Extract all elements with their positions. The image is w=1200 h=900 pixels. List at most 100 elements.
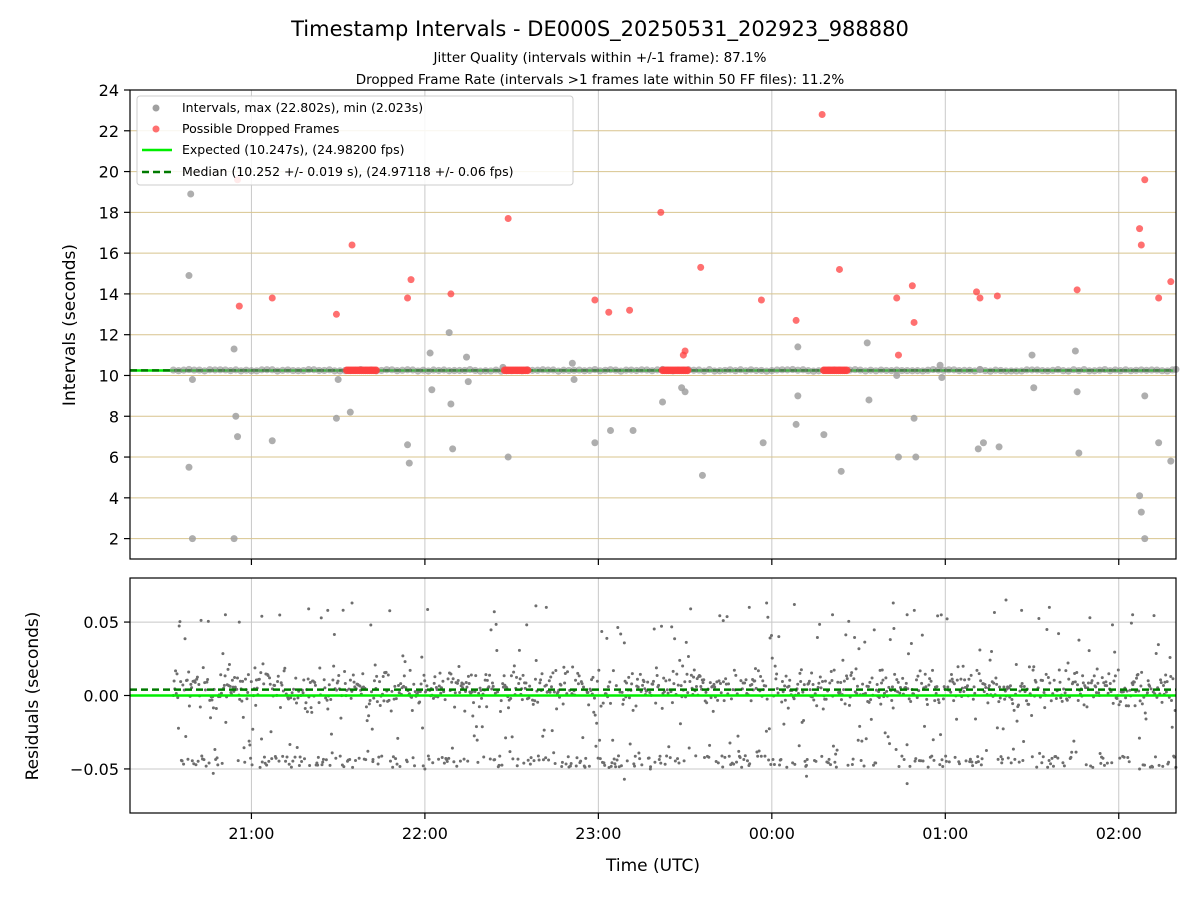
residual-point-448 bbox=[498, 754, 502, 758]
residual-point-515 bbox=[547, 758, 551, 762]
residual-point-135 bbox=[270, 757, 274, 761]
interval-baseline-point-31 bbox=[331, 367, 339, 375]
residual-point-889 bbox=[819, 686, 823, 690]
residual-point-518 bbox=[549, 675, 553, 679]
residual-point-1031 bbox=[923, 724, 927, 728]
residual-point-265 bbox=[364, 705, 368, 709]
residual-point-750 bbox=[718, 614, 722, 618]
residual-point-315 bbox=[401, 654, 405, 658]
residual-point-372 bbox=[442, 761, 446, 765]
interval-point-2 bbox=[185, 463, 193, 471]
residual-point-935 bbox=[853, 636, 857, 640]
residual-point-275 bbox=[372, 696, 376, 700]
residual-point-759 bbox=[724, 682, 728, 686]
residual-point-770 bbox=[732, 668, 736, 672]
residual-point-170 bbox=[295, 745, 299, 749]
residual-point-1399 bbox=[423, 767, 427, 771]
residual-point-1398 bbox=[371, 760, 375, 764]
residual-point-340 bbox=[419, 682, 423, 686]
residual-point-1000 bbox=[900, 754, 904, 758]
residual-point-487 bbox=[526, 758, 530, 762]
residual-point-236 bbox=[343, 681, 347, 685]
residual-point-1149 bbox=[1008, 684, 1012, 688]
residual-point-422 bbox=[479, 688, 483, 692]
interval-baseline-point-100 bbox=[690, 366, 698, 374]
residual-point-160 bbox=[288, 743, 292, 747]
residual-point-728 bbox=[702, 678, 706, 682]
top-ytick-label-3: 8 bbox=[109, 407, 119, 426]
residual-point-1094 bbox=[968, 757, 972, 761]
residual-point-409 bbox=[469, 673, 473, 677]
interval-baseline-point-76 bbox=[565, 366, 573, 375]
interval-baseline-point-137 bbox=[882, 366, 890, 375]
residual-point-173 bbox=[297, 763, 301, 767]
residual-point-1033 bbox=[924, 685, 928, 689]
residual-point-1228 bbox=[1066, 661, 1070, 665]
residual-point-37 bbox=[198, 705, 202, 709]
residual-point-1342 bbox=[1149, 687, 1153, 691]
residual-point-541 bbox=[566, 670, 570, 674]
residual-point-1003 bbox=[902, 757, 906, 761]
residual-point-454 bbox=[502, 674, 506, 678]
interval-baseline-point-54 bbox=[450, 366, 458, 375]
residual-point-950 bbox=[863, 691, 867, 695]
residual-point-1273 bbox=[1099, 761, 1103, 765]
residual-point-627 bbox=[628, 742, 632, 746]
residual-point-345 bbox=[423, 679, 427, 683]
residual-point-901 bbox=[828, 681, 832, 685]
residual-point-1056 bbox=[941, 765, 945, 769]
residual-point-284 bbox=[378, 704, 382, 708]
residual-point-523 bbox=[552, 690, 556, 694]
residual-point-638 bbox=[636, 685, 640, 689]
interval-baseline-point-44 bbox=[398, 366, 406, 374]
interval-baseline-point-186 bbox=[1137, 366, 1145, 374]
residual-point-820 bbox=[769, 762, 773, 766]
residual-point-1225 bbox=[1064, 669, 1068, 673]
residual-point-1196 bbox=[1043, 706, 1047, 710]
residual-point-1397 bbox=[211, 771, 215, 775]
residual-point-276 bbox=[372, 679, 376, 683]
residual-point-282 bbox=[377, 755, 381, 759]
residual-point-610 bbox=[616, 625, 620, 629]
residual-point-685 bbox=[670, 701, 674, 705]
interval-point-52 bbox=[1030, 384, 1038, 392]
residual-point-904 bbox=[830, 679, 834, 683]
residual-point-1066 bbox=[948, 679, 952, 683]
bottom-ytick-label-1: 0.00 bbox=[83, 687, 119, 706]
interval-baseline-point-164 bbox=[1023, 366, 1031, 374]
residual-point-349 bbox=[426, 607, 430, 611]
residual-point-548 bbox=[571, 665, 575, 669]
residual-point-1380 bbox=[307, 607, 311, 611]
residual-point-1160 bbox=[1016, 703, 1020, 707]
residual-point-1378 bbox=[237, 620, 241, 624]
residual-point-735 bbox=[707, 755, 711, 759]
residual-point-1201 bbox=[1046, 676, 1050, 680]
top-ytick-label-11: 24 bbox=[99, 81, 119, 100]
interval-baseline-point-17 bbox=[258, 366, 266, 374]
residual-point-1290 bbox=[1111, 701, 1115, 705]
residual-point-984 bbox=[888, 638, 892, 642]
residual-point-444 bbox=[495, 648, 499, 652]
interval-point-49 bbox=[979, 439, 987, 447]
residual-point-1338 bbox=[1146, 679, 1150, 683]
residual-point-266 bbox=[365, 719, 369, 723]
residual-point-892 bbox=[821, 707, 825, 711]
residual-point-1280 bbox=[1104, 680, 1108, 684]
residual-point-798 bbox=[753, 679, 757, 683]
residual-point-994 bbox=[896, 690, 900, 694]
residual-point-362 bbox=[435, 688, 439, 692]
interval-baseline-point-1 bbox=[174, 367, 183, 375]
residual-point-1239 bbox=[1074, 750, 1078, 754]
interval-baseline-point-4 bbox=[190, 366, 198, 374]
residual-point-696 bbox=[678, 722, 682, 726]
residual-point-1084 bbox=[961, 664, 965, 668]
residual-point-103 bbox=[246, 673, 250, 677]
residual-point-546 bbox=[569, 761, 573, 765]
residual-point-248 bbox=[352, 680, 356, 684]
residual-point-305 bbox=[394, 757, 398, 761]
residual-point-745 bbox=[714, 760, 718, 764]
residual-point-578 bbox=[592, 696, 596, 700]
bottom-panel-points bbox=[171, 598, 1178, 786]
residual-point-776 bbox=[737, 749, 741, 753]
residual-point-286 bbox=[380, 754, 384, 758]
